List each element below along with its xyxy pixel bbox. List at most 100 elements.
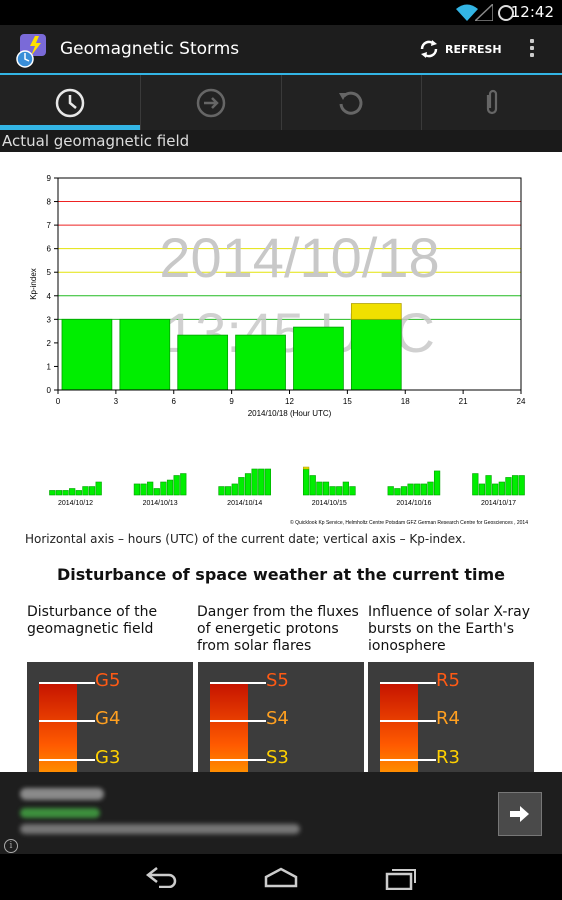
history-bar xyxy=(394,488,401,496)
refresh-icon xyxy=(420,40,438,58)
ad-headline xyxy=(20,788,104,800)
s-scale-indicator: S5 S4 S3 xyxy=(198,662,364,772)
g-scale-tick-4 xyxy=(39,720,95,722)
s-scale-tick-4 xyxy=(210,720,266,722)
history-bar xyxy=(427,481,434,496)
watermark-date: 2014/10/18 xyxy=(159,226,439,289)
x-tick-label: 21 xyxy=(459,397,468,406)
history-bar xyxy=(492,483,499,496)
r-scale-tick-3 xyxy=(380,759,436,761)
history-bar xyxy=(140,483,147,496)
x-tick-label: 18 xyxy=(401,397,410,406)
app-logo-icon[interactable] xyxy=(14,30,54,70)
chart-bar xyxy=(350,318,402,391)
history-date-label: 2014/10/14 xyxy=(227,500,262,507)
chart-bar xyxy=(293,326,344,391)
s-scale-label-4: S4 xyxy=(266,708,289,729)
history-bar xyxy=(505,477,512,496)
r-scale-indicator: R5 R4 R3 xyxy=(368,662,534,772)
proton-scale-description: Danger from the fluxes of energetic prot… xyxy=(197,604,359,654)
y-tick-label: 2 xyxy=(47,339,52,348)
x-tick-label: 24 xyxy=(517,397,526,406)
history-bar xyxy=(400,486,408,496)
clock-icon xyxy=(55,88,85,117)
r-scale-label-3: R3 xyxy=(436,747,460,768)
history-bar xyxy=(95,481,102,496)
xray-scale-description: Influence of solar X-ray bursts on the E… xyxy=(368,604,530,654)
history-bar xyxy=(322,481,330,496)
tab-forecast[interactable] xyxy=(141,75,282,130)
history-icon xyxy=(339,91,363,115)
history-date-label: 2014/10/17 xyxy=(481,500,516,507)
x-tick-label: 6 xyxy=(172,397,177,406)
battery-icon xyxy=(498,5,514,21)
x-tick-label: 15 xyxy=(343,397,352,406)
history-bar xyxy=(336,486,343,496)
history-bar xyxy=(478,483,486,496)
tab-current[interactable] xyxy=(0,75,141,130)
history-bar xyxy=(349,486,356,496)
y-tick-label: 5 xyxy=(47,268,52,277)
x-axis-label: 2014/10/18 (Hour UTC) xyxy=(248,409,332,418)
history-date-label: 2014/10/13 xyxy=(143,500,178,507)
history-bar xyxy=(387,486,394,496)
x-tick-label: 0 xyxy=(56,397,61,406)
recent-apps-icon[interactable] xyxy=(385,866,417,890)
history-bar xyxy=(316,481,323,496)
ad-open-button[interactable] xyxy=(498,792,542,836)
g-scale-gradient xyxy=(39,682,77,772)
chart-caption: Horizontal axis – hours (UTC) of the cur… xyxy=(25,532,466,546)
history-bar xyxy=(485,475,492,496)
r-scale-tick-4 xyxy=(380,720,436,722)
refresh-label: REFRESH xyxy=(445,42,502,56)
history-bar xyxy=(153,488,160,496)
wifi-icon xyxy=(456,4,478,21)
geomagnetic-scale-description: Disturbance of the geomagnetic field xyxy=(27,604,158,637)
ad-info-icon[interactable]: i xyxy=(4,839,18,853)
history-bar-partial xyxy=(302,466,310,470)
history-bar xyxy=(238,477,245,496)
s-scale-tick-3 xyxy=(210,759,266,761)
r-scale-gradient xyxy=(380,682,418,772)
chart-bar xyxy=(235,334,286,391)
history-date-label: 2014/10/16 xyxy=(396,500,431,507)
history-bar xyxy=(518,475,525,496)
tab-bar xyxy=(0,75,562,130)
chart-credit: © Quicklook Kp Service, Helmholtz Centre… xyxy=(290,519,528,526)
refresh-button[interactable]: REFRESH xyxy=(418,35,502,63)
history-bar xyxy=(82,486,89,496)
y-axis-label: Kp-index xyxy=(29,268,38,300)
history-bar xyxy=(302,468,310,496)
ad-banner[interactable]: i xyxy=(0,772,562,854)
r-scale-label-5: R5 xyxy=(436,670,460,691)
history-bar xyxy=(88,486,96,496)
history-bar xyxy=(329,486,336,496)
y-tick-label: 8 xyxy=(47,198,52,207)
geomagnetic-scale-column: Disturbance of the geomagnetic field xyxy=(27,604,193,662)
history-bar xyxy=(244,473,252,496)
history-date-label: 2014/10/15 xyxy=(312,500,347,507)
overflow-menu-icon[interactable] xyxy=(528,39,536,61)
chart-bar xyxy=(177,334,229,391)
history-bar xyxy=(407,483,414,496)
y-tick-label: 9 xyxy=(47,174,52,183)
history-bar xyxy=(433,470,441,496)
app-title: Geomagnetic Storms xyxy=(60,39,240,59)
history-bar xyxy=(258,468,265,496)
section-header: Actual geomagnetic field xyxy=(0,130,562,152)
g-scale-tick-5 xyxy=(39,682,95,684)
tab-history[interactable] xyxy=(282,75,423,130)
s-scale-gradient xyxy=(210,682,248,772)
ad-body xyxy=(20,824,300,834)
r-scale-label-4: R4 xyxy=(436,708,460,729)
history-bar xyxy=(420,483,427,496)
r-scale-tick-5 xyxy=(380,682,436,684)
history-bar xyxy=(225,486,232,496)
action-bar-divider xyxy=(0,73,562,75)
space-weather-title: Disturbance of space weather at the curr… xyxy=(57,565,505,584)
home-icon[interactable] xyxy=(263,866,299,888)
tab-attachments[interactable] xyxy=(422,75,562,130)
history-bar xyxy=(69,488,76,496)
back-icon[interactable] xyxy=(145,866,179,888)
history-bar xyxy=(133,483,141,496)
